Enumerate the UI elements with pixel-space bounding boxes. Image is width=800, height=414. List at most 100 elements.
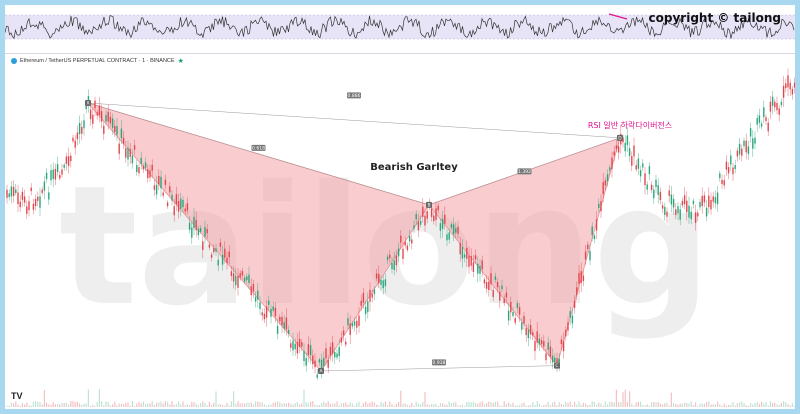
volume-bar bbox=[219, 404, 221, 407]
candle-body bbox=[347, 318, 349, 326]
candle-body bbox=[177, 200, 180, 212]
volume-bar bbox=[39, 402, 41, 407]
volume-bar bbox=[118, 403, 120, 407]
chart-frame: copyright © tailong Ethereum / TetherUS … bbox=[5, 5, 795, 409]
volume-bar bbox=[336, 401, 338, 407]
candle-body bbox=[34, 198, 37, 207]
volume-bar bbox=[204, 402, 206, 407]
candle-body bbox=[160, 176, 162, 189]
candle-body bbox=[459, 242, 461, 255]
volume-bar bbox=[281, 403, 283, 407]
volume-bar bbox=[241, 403, 243, 407]
volume-bar bbox=[316, 405, 318, 407]
volume-bar bbox=[167, 401, 169, 407]
volume-bar bbox=[609, 401, 611, 407]
candle-body bbox=[540, 340, 543, 344]
candle-body bbox=[254, 296, 257, 302]
candle-body bbox=[699, 201, 701, 208]
candle-body bbox=[650, 184, 653, 191]
volume-bar bbox=[714, 404, 716, 407]
candle-body bbox=[479, 265, 481, 274]
candle-body bbox=[655, 179, 657, 188]
volume-bar bbox=[30, 405, 32, 407]
candle-body bbox=[362, 292, 365, 303]
candle-body bbox=[483, 279, 486, 284]
candle-body bbox=[182, 200, 184, 208]
volume-bar bbox=[578, 401, 580, 407]
candle-body bbox=[782, 85, 785, 98]
candle-body bbox=[136, 164, 138, 172]
rsi-divergence-line bbox=[608, 13, 628, 20]
candle-body bbox=[787, 75, 789, 88]
candle-body bbox=[494, 276, 497, 280]
candle-body bbox=[144, 162, 147, 168]
volume-bar bbox=[723, 403, 725, 407]
volume-bar bbox=[783, 401, 785, 407]
candle-body bbox=[371, 293, 373, 298]
candle-body bbox=[239, 273, 241, 278]
candle-body bbox=[232, 273, 235, 282]
candle-body bbox=[657, 185, 659, 195]
volume-bar bbox=[437, 405, 439, 407]
candle-body bbox=[180, 198, 182, 209]
volume-bar bbox=[514, 405, 516, 407]
volume-bar bbox=[466, 402, 468, 407]
candle-body bbox=[349, 323, 351, 335]
point-x: X bbox=[85, 100, 91, 107]
candle-body bbox=[151, 164, 153, 171]
candle-body bbox=[571, 315, 574, 324]
candle-body bbox=[569, 311, 571, 318]
candle-body bbox=[298, 338, 301, 348]
volume-bar bbox=[136, 403, 138, 407]
candle-body bbox=[10, 186, 13, 197]
volume-bar bbox=[602, 405, 604, 407]
candle-body bbox=[527, 329, 530, 339]
candle-body bbox=[353, 321, 356, 326]
volume-bar bbox=[490, 402, 492, 407]
candle-body bbox=[85, 105, 87, 110]
candle-body bbox=[122, 137, 125, 144]
volume-bar bbox=[323, 401, 325, 407]
candle-body bbox=[477, 263, 479, 274]
volume-bar bbox=[593, 401, 595, 407]
volume-bar bbox=[552, 402, 554, 407]
volume-bar bbox=[717, 401, 719, 407]
candle-body bbox=[760, 123, 763, 127]
volume-bar bbox=[61, 402, 63, 407]
candle-body bbox=[721, 179, 723, 184]
candle-body bbox=[631, 156, 633, 166]
candle-body bbox=[780, 101, 783, 106]
candle-body bbox=[554, 357, 556, 363]
candle-body bbox=[474, 255, 477, 260]
candle-body bbox=[518, 307, 521, 315]
candle-body bbox=[591, 226, 593, 235]
candle-body bbox=[470, 256, 472, 266]
volume-bar bbox=[279, 402, 281, 407]
star-icon[interactable]: ★ bbox=[177, 58, 184, 65]
candle-body bbox=[382, 280, 384, 289]
volume-bar bbox=[105, 401, 107, 407]
candle-body bbox=[336, 353, 338, 358]
ratio-xb-text: 0.618 bbox=[252, 146, 265, 152]
volume-bar bbox=[712, 404, 714, 407]
volume-bar bbox=[248, 402, 250, 407]
volume-bar bbox=[367, 403, 369, 407]
candle-body bbox=[771, 96, 774, 106]
candle-body bbox=[774, 101, 776, 108]
volume-bar bbox=[162, 403, 164, 407]
volume-bar bbox=[745, 405, 747, 407]
volume-bar bbox=[615, 389, 617, 407]
volume-bar bbox=[156, 402, 158, 407]
volume-bar bbox=[426, 404, 428, 407]
point-a-box bbox=[318, 368, 324, 374]
volume-bar bbox=[624, 389, 626, 407]
candle-body bbox=[600, 201, 602, 212]
candle-body bbox=[395, 255, 398, 266]
candle-body bbox=[716, 192, 719, 205]
ethereum-icon bbox=[11, 58, 17, 64]
symbol-legend: Ethereum / TetherUS PERPETUAL CONTRACT ·… bbox=[11, 57, 184, 65]
candle-body bbox=[327, 359, 329, 368]
volume-bar bbox=[354, 405, 356, 407]
candle-body bbox=[745, 140, 747, 153]
candle-body bbox=[250, 286, 252, 296]
